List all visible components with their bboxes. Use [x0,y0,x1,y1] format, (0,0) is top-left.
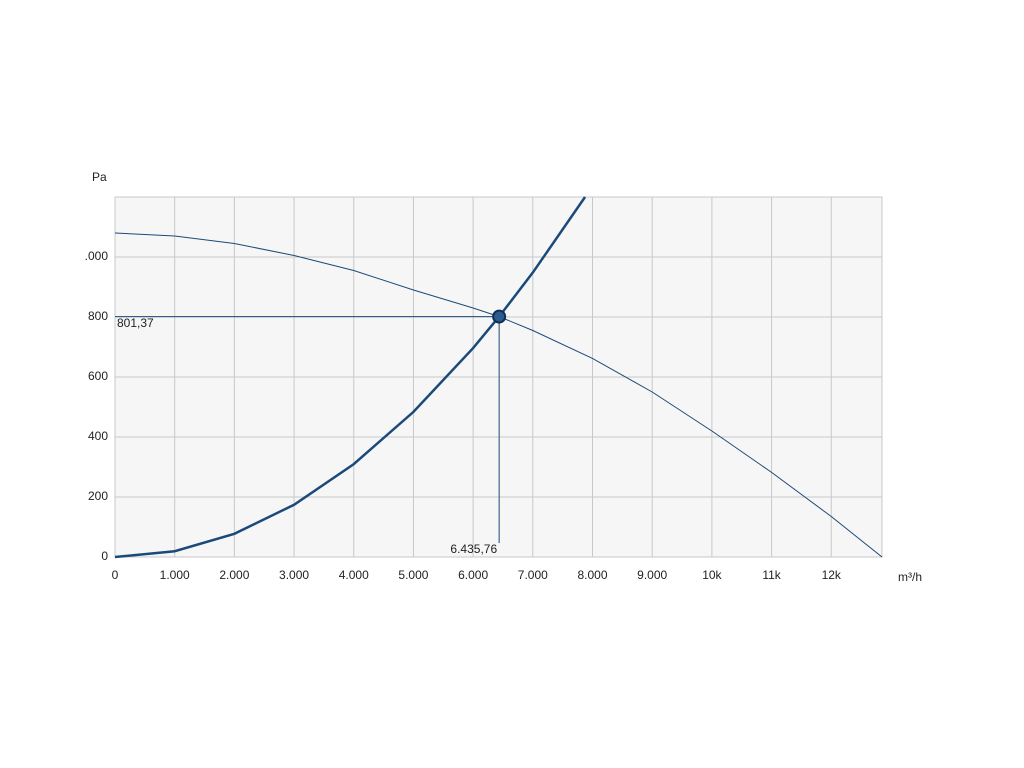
x-tick-label: 11k [762,568,781,582]
x-tick-label: 7.000 [518,568,548,582]
x-tick-label: 2.000 [219,568,249,582]
y-tick-label: 200 [88,489,108,503]
x-tick-label: 0 [112,568,119,582]
x-tick-label: 8.000 [577,568,607,582]
x-tick-label: 3.000 [279,568,309,582]
y-axis-label: Pa [92,170,107,184]
x-tick-label: 9.000 [637,568,667,582]
x-tick-label: 4.000 [339,568,369,582]
y-tick-label: .000 [85,249,109,263]
operating-point-y-label: 801,37 [117,316,154,330]
x-tick-label: 6.000 [458,568,488,582]
operating-point-x-label: 6.435,76 [450,542,497,556]
x-tick-label: 1.000 [160,568,190,582]
y-tick-label: 400 [88,429,108,443]
y-tick-label: 800 [88,309,108,323]
y-tick-label: 0 [101,549,108,563]
series-line [114,196,587,559]
x-axis-label: m³/h [898,570,922,584]
y-tick-label: 600 [88,369,108,383]
operating-point [492,309,507,324]
x-tick-label: 10k [702,568,722,582]
x-tick-label: 12k [822,568,842,582]
x-tick-label: 5.000 [398,568,428,582]
